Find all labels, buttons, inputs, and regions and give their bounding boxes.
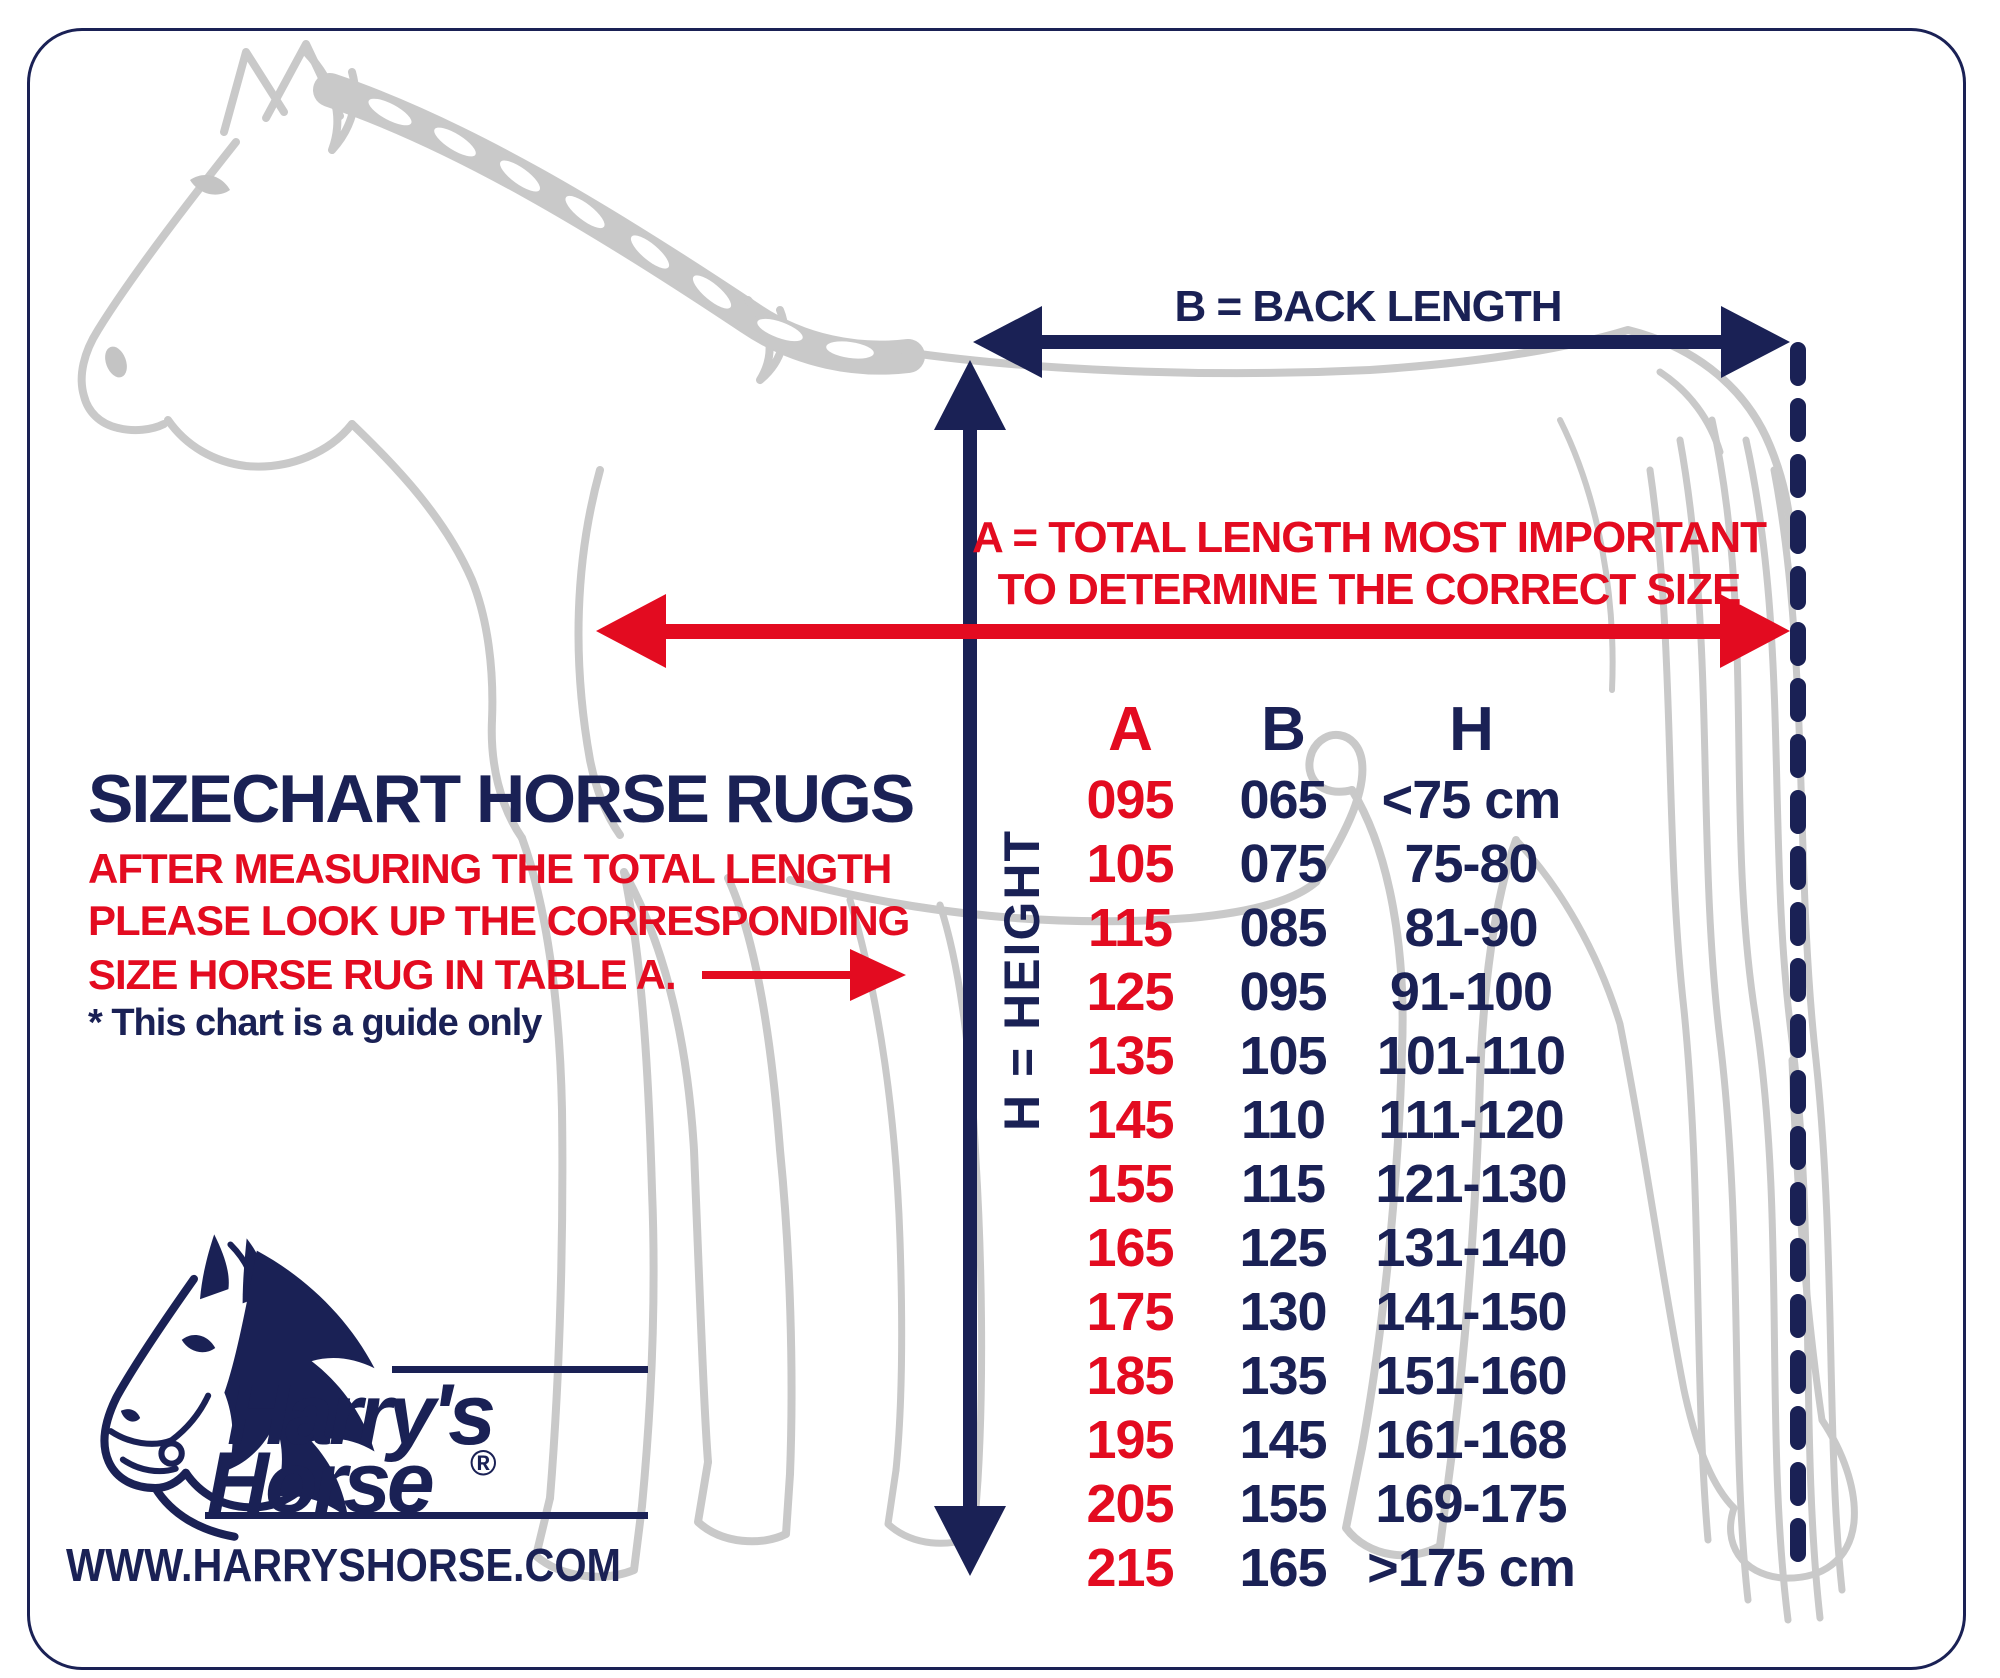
table-row: 185 135 151-160: [1040, 1344, 1596, 1408]
guide-note: * This chart is a guide only: [88, 1002, 542, 1044]
cell-a: 195: [1086, 1410, 1174, 1470]
back-length-label: B = BACK LENGTH: [1174, 282, 1562, 331]
cell-b: 105: [1239, 1026, 1327, 1086]
logo-wordmark-line1: Harry's: [227, 1367, 496, 1463]
cell-h: 111-120: [1378, 1090, 1564, 1150]
cell-a: 115: [1087, 898, 1173, 958]
table-row: 215 165 >175 cm: [1040, 1536, 1596, 1600]
table-row: 155 115 121-130: [1040, 1152, 1596, 1216]
table-row: 205 155 169-175: [1040, 1472, 1596, 1536]
cell-h: 75-80: [1404, 834, 1538, 894]
page-title: SIZECHART HORSE RUGS: [88, 761, 915, 837]
column-header-a: A: [1108, 694, 1153, 764]
website-url: WWW.HARRYSHORSE.COM: [66, 1539, 622, 1591]
cell-b: 115: [1240, 1154, 1326, 1214]
size-table-header: A B H: [1040, 690, 1596, 768]
cell-b: 125: [1239, 1218, 1327, 1278]
cell-h: >175 cm: [1367, 1538, 1576, 1598]
instruction-line1: AFTER MEASURING THE TOTAL LENGTH: [88, 845, 892, 892]
cell-b: 155: [1239, 1474, 1327, 1534]
cell-h: 121-130: [1375, 1154, 1567, 1214]
instruction-line2: PLEASE LOOK UP THE CORRESPONDING: [88, 897, 910, 944]
instruction-line3-row: SIZE HORSE RUG IN TABLE A.: [88, 949, 906, 1001]
logo-rule-top: [392, 1366, 648, 1373]
cell-a: 095: [1086, 770, 1174, 830]
card-border: [27, 28, 1966, 1670]
cell-a: 125: [1086, 962, 1174, 1022]
horse-ears: [220, 48, 288, 136]
cell-h: 169-175: [1375, 1474, 1567, 1534]
cell-a: 105: [1086, 834, 1174, 894]
table-row: 165 125 131-140: [1040, 1216, 1596, 1280]
cell-h: 161-168: [1375, 1410, 1567, 1470]
table-row: 145 110 111-120: [1040, 1088, 1596, 1152]
cell-h: 81-90: [1404, 898, 1538, 958]
cell-h: 151-160: [1375, 1346, 1567, 1406]
cell-b: 110: [1240, 1090, 1326, 1150]
cell-b: 065: [1239, 770, 1327, 830]
horse-nostril: [105, 346, 127, 378]
cell-h: 101-110: [1376, 1026, 1566, 1086]
mane-braid-highlights: [368, 98, 874, 359]
total-length-label: A = TOTAL LENGTH MOST IMPORTANT TO DETER…: [972, 512, 1767, 616]
table-a-pointer-arrow-icon: [701, 949, 906, 1001]
column-header-h: H: [1449, 694, 1494, 764]
cell-h: 131-140: [1375, 1218, 1567, 1278]
cell-b: 095: [1239, 962, 1327, 1022]
total-length-label-line2: TO DETERMINE THE CORRECT SIZE: [997, 565, 1742, 614]
cell-a: 135: [1086, 1026, 1174, 1086]
size-table-body: 095 065 <75 cm 105 075 75-80 115 085 81-90 125 095…: [1040, 768, 1596, 1600]
cell-a: 205: [1086, 1474, 1174, 1534]
cell-b: 075: [1239, 834, 1327, 894]
cell-b: 130: [1239, 1282, 1327, 1342]
horse-eye: [190, 175, 230, 195]
cell-b: 135: [1239, 1346, 1327, 1406]
height-arrow: [934, 360, 1006, 1576]
instruction-line3: SIZE HORSE RUG IN TABLE A.: [88, 951, 677, 998]
horse-face: [77, 138, 240, 432]
logo-mane: [120, 1234, 375, 1519]
cell-b: 165: [1239, 1538, 1327, 1598]
cell-a: 175: [1086, 1282, 1174, 1342]
table-row: 175 130 141-150: [1040, 1280, 1596, 1344]
cell-h: <75 cm: [1381, 770, 1562, 830]
cell-a: 215: [1086, 1538, 1174, 1598]
total-length-arrow: [596, 594, 1790, 668]
table-row: 095 065 <75 cm: [1040, 768, 1596, 832]
cell-b: 085: [1239, 898, 1327, 958]
table-row: 105 075 75-80: [1040, 832, 1596, 896]
cell-a: 155: [1086, 1154, 1174, 1214]
table-row: 125 095 91-100: [1040, 960, 1596, 1024]
logo-rule-bottom: [205, 1512, 648, 1519]
cell-b: 145: [1239, 1410, 1327, 1470]
cell-a: 165: [1086, 1218, 1174, 1278]
table-row: 195 145 161-168: [1040, 1408, 1596, 1472]
cell-h: 141-150: [1375, 1282, 1567, 1342]
back-length-arrow: [973, 306, 1790, 378]
table-row: 115 085 81-90: [1040, 896, 1596, 960]
cell-a: 185: [1086, 1346, 1174, 1406]
size-table: A B H 095 065 <75 cm 105 075 75-80 115 085 81-90…: [1040, 690, 1596, 1600]
harrys-horse-logo-head: [100, 1234, 375, 1541]
column-header-b: B: [1261, 694, 1306, 764]
cell-h: 91-100: [1389, 962, 1553, 1022]
cell-a: 145: [1086, 1090, 1174, 1150]
registered-trademark-symbol: ®: [470, 1442, 497, 1483]
total-length-label-line1: A = TOTAL LENGTH MOST IMPORTANT: [972, 513, 1767, 562]
horse-belly: [786, 876, 1320, 926]
table-row: 135 105 101-110: [1040, 1024, 1596, 1088]
